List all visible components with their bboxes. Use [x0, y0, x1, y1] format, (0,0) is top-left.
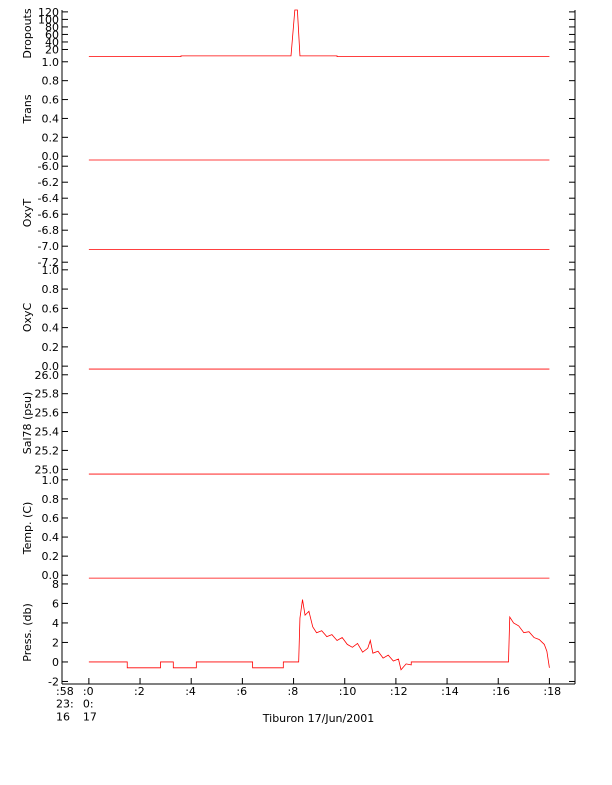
- y-tick-label: 25.6: [35, 407, 60, 420]
- y-tick-label: 1.0: [42, 56, 60, 69]
- x-tick-label: :0 0: 17: [83, 685, 97, 723]
- y-axis-label: OxyC: [21, 303, 34, 333]
- y-tick-label: 40: [45, 36, 59, 49]
- y-tick-label: 80: [45, 21, 59, 34]
- y-tick-label: 0.2: [42, 341, 60, 354]
- y-axis-label: Dropouts: [21, 8, 34, 58]
- x-tick-label: :6: [236, 685, 247, 698]
- y-tick-label: 0.0: [42, 569, 60, 582]
- y-tick-label: 25.0: [35, 463, 60, 476]
- x-tick-label: :4: [185, 685, 196, 698]
- y-tick-label: 120: [38, 6, 59, 19]
- y-tick-label: 6: [52, 597, 59, 610]
- y-tick-label: 25.2: [35, 444, 60, 457]
- y-tick-label: -6.2: [38, 176, 59, 189]
- y-tick-label: -6.8: [38, 224, 59, 237]
- y-tick-label: 1.0: [42, 264, 60, 277]
- data-line: [88, 9, 550, 58]
- y-tick-label: 60: [45, 28, 59, 41]
- y-tick-label: -6.6: [38, 208, 59, 221]
- y-tick-label: 0.4: [42, 531, 60, 544]
- y-axis-label: Temp. (C): [21, 502, 34, 556]
- y-axis-label: Trans: [21, 94, 34, 124]
- y-tick-label: 1.0: [42, 474, 60, 487]
- y-tick-label: 0.4: [42, 322, 60, 335]
- x-tick-label: :58 23: 16: [56, 685, 74, 723]
- y-tick-label: -6.0: [38, 160, 59, 173]
- x-tick-label: :14: [441, 685, 459, 698]
- data-line: [88, 599, 550, 671]
- y-tick-label: 0.2: [42, 550, 60, 563]
- y-tick-label: 0.0: [42, 360, 60, 373]
- x-tick-label: :16: [492, 685, 510, 698]
- x-tick-label: :2: [134, 685, 145, 698]
- y-tick-label: 0.2: [42, 131, 60, 144]
- y-axis-label: Sal78 (psu): [21, 392, 34, 455]
- y-tick-label: 0.8: [42, 75, 60, 88]
- x-tick-label: :12: [390, 685, 408, 698]
- y-tick-label: 26.0: [35, 369, 60, 382]
- y-axis-label: Press. (db): [21, 603, 34, 662]
- y-tick-label: 4: [52, 617, 59, 630]
- y-tick-label: 100: [38, 13, 59, 26]
- y-axis-label: OxyT: [21, 199, 34, 228]
- y-tick-label: 0.8: [42, 283, 60, 296]
- y-tick-label: -2: [48, 675, 59, 688]
- y-tick-label: 0.6: [42, 94, 60, 107]
- y-tick-label: 0.6: [42, 302, 60, 315]
- y-tick-label: -7.0: [38, 240, 59, 253]
- y-tick-label: 0.0: [42, 150, 60, 163]
- x-tick-label: :18: [543, 685, 561, 698]
- y-tick-label: 0.6: [42, 512, 60, 525]
- y-tick-label: 20: [45, 43, 59, 56]
- y-tick-label: -7.2: [38, 256, 59, 269]
- y-tick-label: 2: [52, 636, 59, 649]
- y-tick-label: 0: [52, 656, 59, 669]
- y-tick-label: 25.4: [35, 426, 60, 439]
- x-axis-label: Tiburon 17/Jun/2001: [262, 712, 374, 725]
- x-tick-label: :8: [288, 685, 299, 698]
- y-tick-label: 0.8: [42, 493, 60, 506]
- y-tick-label: 8: [52, 578, 59, 591]
- y-tick-label: -6.4: [38, 192, 59, 205]
- x-tick-label: :10: [339, 685, 357, 698]
- y-tick-label: 25.8: [35, 388, 60, 401]
- y-tick-label: 0.4: [42, 112, 60, 125]
